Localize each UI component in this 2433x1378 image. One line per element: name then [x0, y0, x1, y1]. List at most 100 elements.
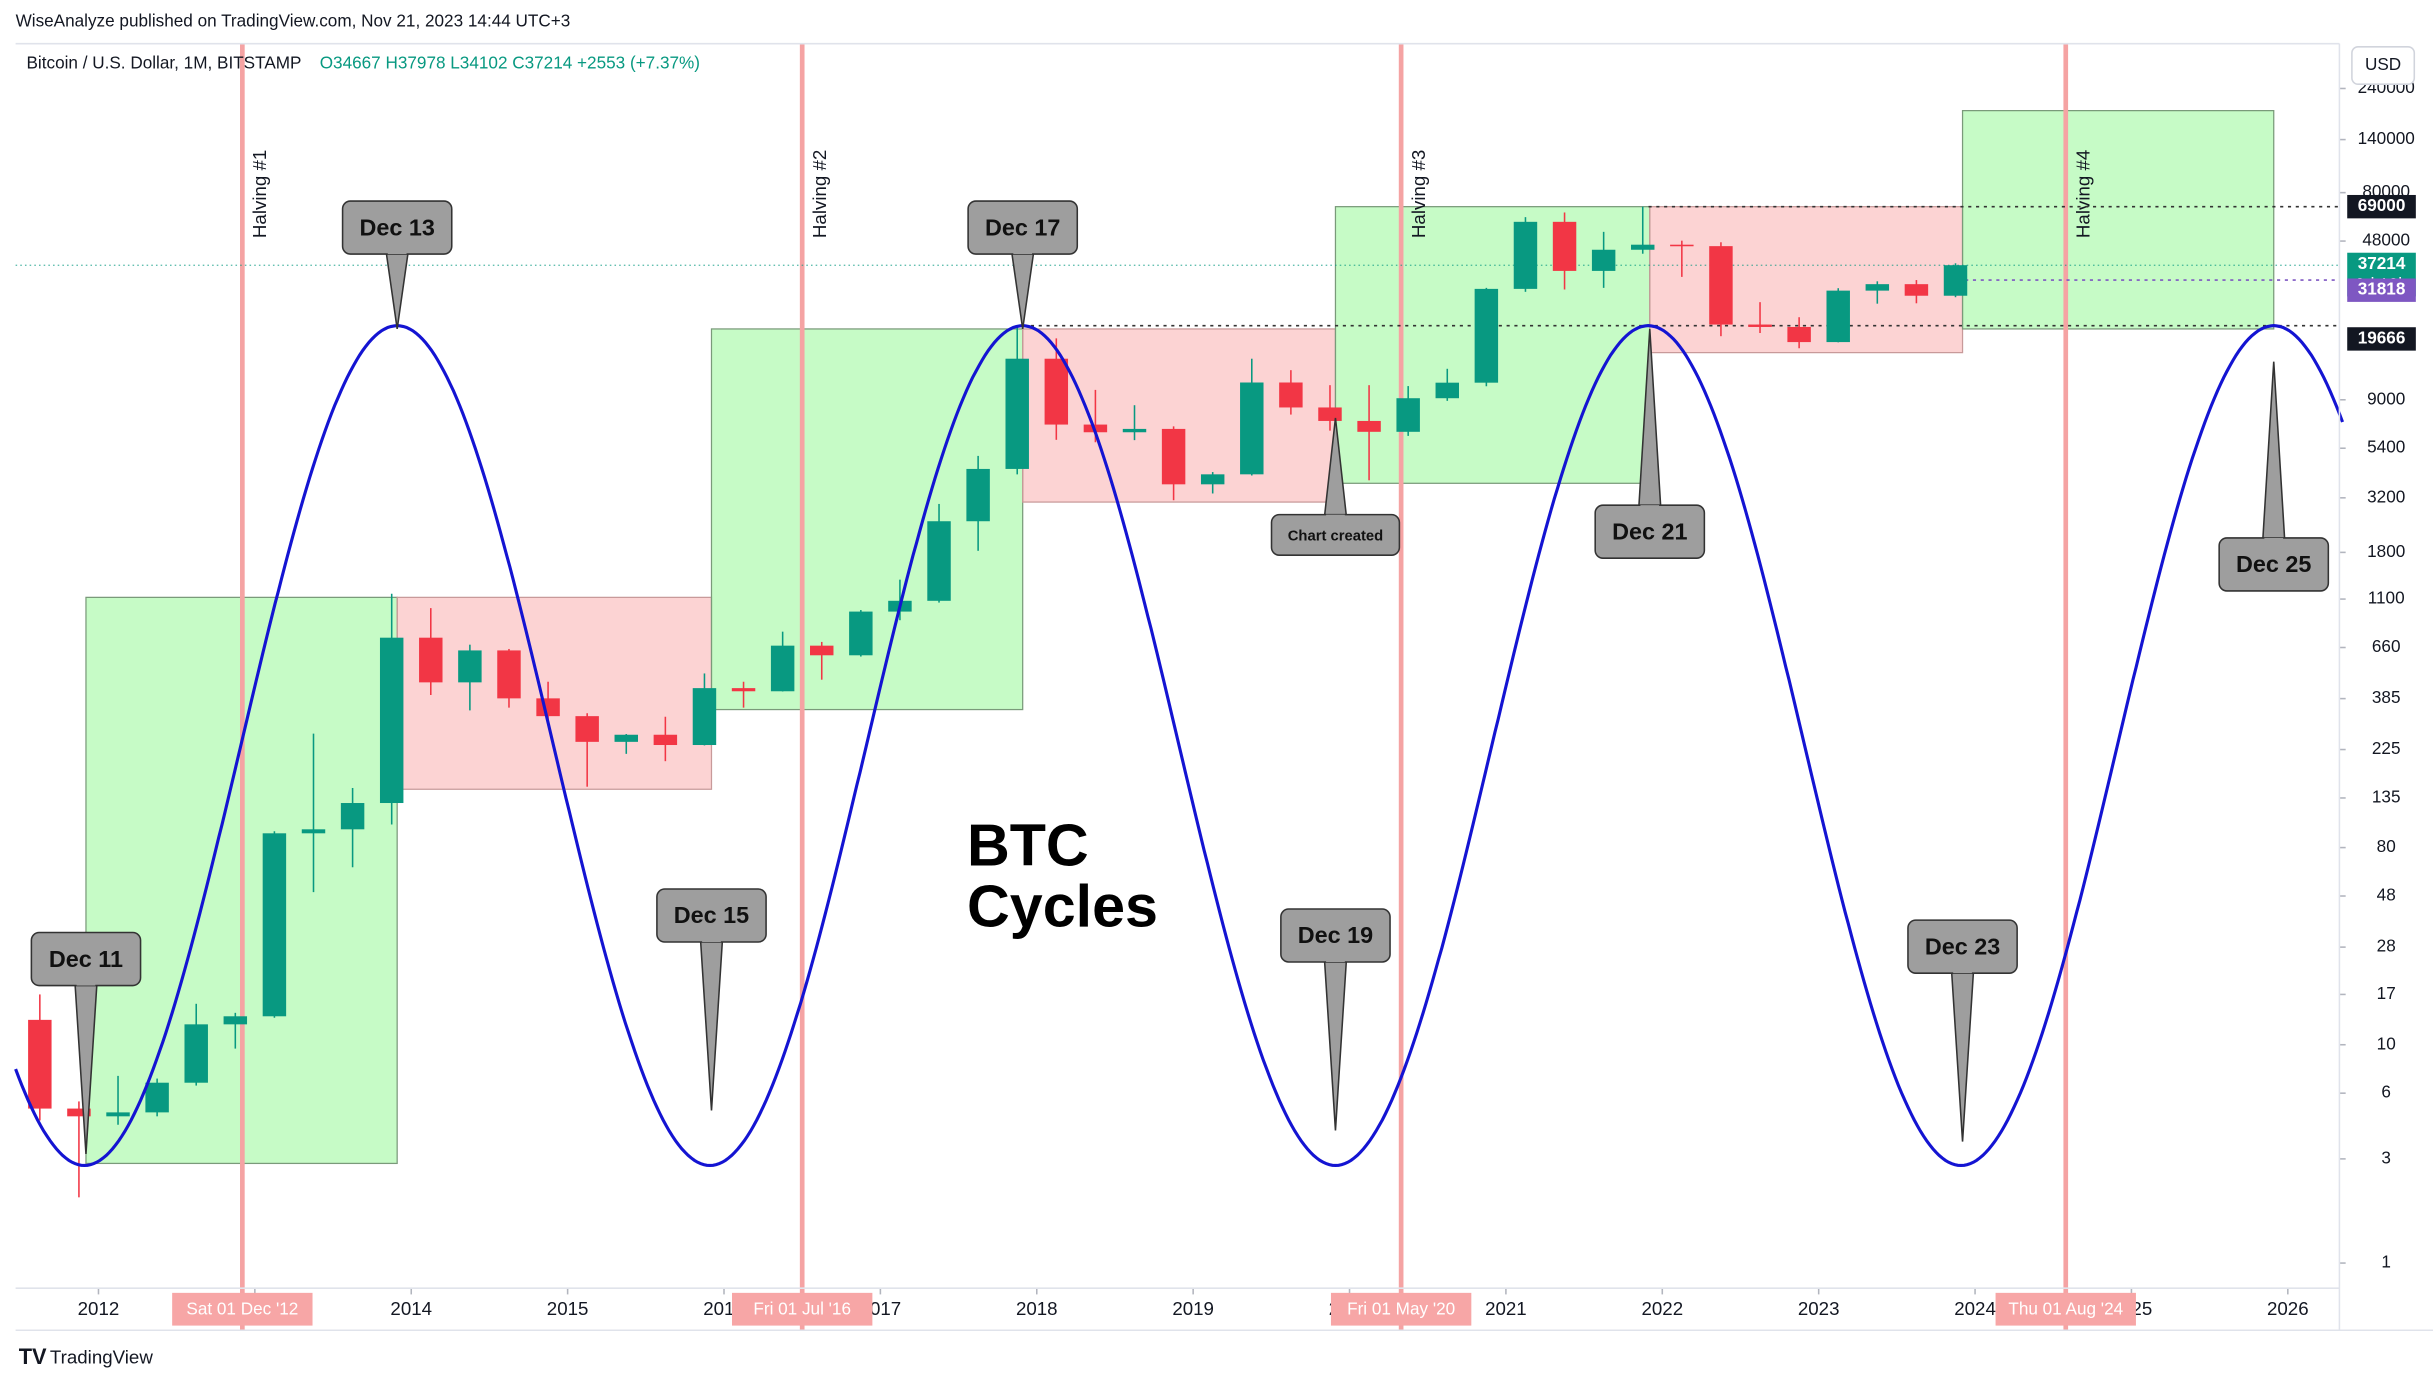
candle-body [927, 521, 951, 601]
candle-body [1122, 428, 1147, 433]
callout-label: Dec 25 [2236, 551, 2311, 577]
halving-date-bg [172, 1292, 313, 1326]
candle-body [419, 637, 443, 683]
symbol: Bitcoin / U.S. Dollar, 1M, BITSTAMP [27, 52, 302, 72]
candle-body [223, 1016, 248, 1025]
x-tick-label: 2026 [2267, 1298, 2309, 1319]
candle-body [731, 688, 756, 692]
y-tick-label: 5400 [2367, 437, 2405, 457]
callouts: Dec 11 Dec 13 Dec 15 Dec 17 Dec 19 Chart crea… [30, 200, 2330, 1155]
currency-button[interactable] [2351, 46, 2416, 85]
candle-body [1200, 474, 1225, 485]
y-tick-label: 48 [2377, 885, 2396, 905]
range-box [396, 596, 713, 790]
title: BTC [967, 812, 1089, 879]
candle-body [1552, 221, 1577, 271]
halving-date: Sat 01 Dec '12 [186, 1299, 298, 1319]
candle-body [1787, 326, 1811, 343]
y-tick-label: 10 [2377, 1033, 2396, 1053]
candle-body [28, 1019, 52, 1109]
currency[interactable]: USD [2365, 54, 2401, 74]
candle-body [1240, 382, 1264, 475]
halving-date-bg [732, 1292, 873, 1326]
callout-label: Dec 13 [359, 214, 434, 240]
logo: TV [19, 1344, 47, 1369]
y-tick-label: 225 [2372, 738, 2401, 758]
callout-label: Dec 21 [1612, 518, 1687, 544]
callout-joint [1953, 968, 1972, 974]
candle-body [1904, 284, 1929, 296]
halving-label: Halving #2 [809, 150, 830, 238]
halving-date: Fri 01 May '20 [1347, 1299, 1455, 1319]
price-label-bg [2347, 278, 2416, 302]
cycle-curve [14, 324, 2345, 1167]
footer: TradingView [50, 1346, 153, 1367]
candle-body [1943, 265, 1968, 296]
candle-body [1396, 398, 1420, 432]
x-tick-label: 2022 [1641, 1298, 1683, 1319]
price-label: 31818 [2358, 279, 2406, 299]
candle-body [1591, 249, 1616, 271]
price-label-bg [2347, 194, 2416, 219]
y-tick-label: 1 [2381, 1252, 2391, 1272]
candles [28, 206, 1968, 1198]
candle-body [1474, 288, 1499, 383]
callout-label: Dec 23 [1925, 933, 2000, 959]
price-label: 69000 [2358, 195, 2406, 215]
callout-joint [1640, 505, 1660, 510]
y-tick-label: 1100 [2368, 588, 2405, 608]
y-tick-label: 135 [2372, 787, 2401, 807]
candle-body [536, 698, 560, 717]
halvings: Halving #1 Halving #2 Halving #3 Halving #4 [15, 43, 2340, 1331]
candle-body [1318, 407, 1342, 421]
candle-body [145, 1082, 169, 1113]
y-tick-label: 1800 [2367, 541, 2405, 561]
halving-date: Fri 01 Jul '16 [753, 1299, 851, 1319]
candle-body [1005, 358, 1029, 469]
candle-body [1865, 284, 1890, 291]
candle-body [497, 650, 521, 699]
candle-body [67, 1108, 91, 1117]
halving-label: Halving #1 [249, 150, 270, 238]
candle-body [340, 803, 365, 830]
candle-body [184, 1024, 208, 1083]
y-tick-label: 9000 [2367, 388, 2405, 408]
candle-body [1748, 324, 1772, 327]
price-label-bg [2347, 327, 2416, 351]
price-label: 19666 [2358, 327, 2406, 347]
candle-body [1357, 420, 1381, 432]
callout-joint [1326, 514, 1345, 520]
price-label: 37214 [2358, 253, 2406, 273]
candle-body [262, 833, 287, 1017]
y-tick-label: 3 [2381, 1147, 2391, 1167]
halving-label: Halving #4 [2072, 150, 2093, 238]
cycle [14, 324, 2345, 1167]
candle-body [1435, 382, 1459, 399]
x-tick-label: 2023 [1798, 1298, 1840, 1319]
x-tick-label: 2015 [547, 1298, 589, 1319]
candle-body [1279, 382, 1303, 408]
callout-joint [76, 980, 96, 986]
candle-body [1631, 244, 1655, 250]
ohlc: O34667 H37978 L34102 C37214 +2553 (+7.37… [320, 52, 700, 72]
candle-body [1513, 221, 1538, 289]
x-tick-label: 2019 [1172, 1298, 1214, 1319]
callout-label: Dec 17 [985, 214, 1060, 240]
y-tick-label: 80 [2377, 836, 2396, 856]
callout-joint [387, 249, 407, 255]
callout-label: Dec 15 [674, 902, 749, 928]
candle-body [458, 650, 482, 683]
candle-body [692, 688, 717, 746]
candle-body [1044, 358, 1069, 425]
y-tick-label: 660 [2372, 636, 2401, 656]
y-tick-label: 6 [2381, 1082, 2391, 1102]
callout-joint [1013, 249, 1033, 255]
published: WiseAnalyze published on TradingView.com… [16, 10, 571, 30]
y-tick-label: 385 [2372, 687, 2401, 707]
candle-body [1670, 244, 1694, 247]
candle-body [810, 645, 834, 656]
candle-body [575, 716, 599, 742]
candle-body [1826, 290, 1850, 343]
